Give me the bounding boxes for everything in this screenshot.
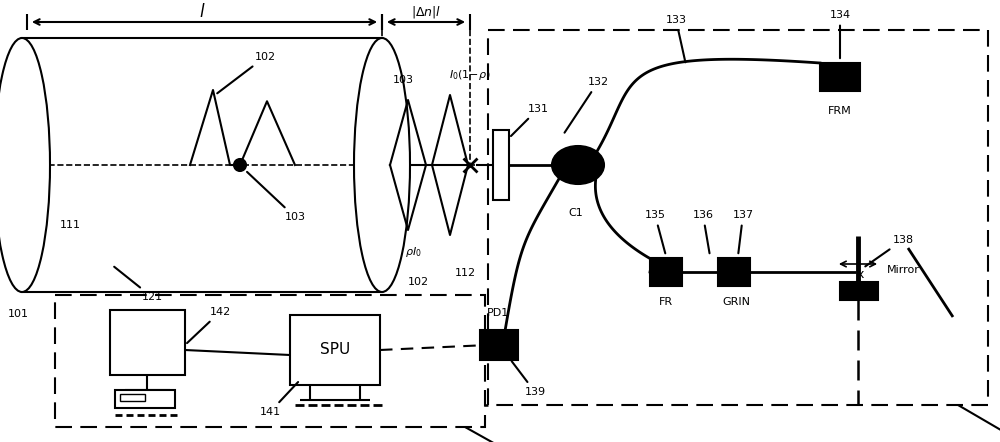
Circle shape [234,159,246,171]
Bar [650,258,682,286]
Text: $|\Delta n|l$: $|\Delta n|l$ [411,4,441,20]
Bar [718,258,750,286]
Text: FRM: FRM [828,106,852,116]
Text: 103: 103 [392,75,414,85]
Bar [820,63,860,91]
Text: $I_0(1{-}\rho)$: $I_0(1{-}\rho)$ [449,68,491,82]
Ellipse shape [552,146,604,184]
Text: Mirror: Mirror [887,265,919,275]
Text: 112: 112 [454,268,476,278]
Text: 133: 133 [666,15,686,62]
Text: 137: 137 [732,210,754,253]
Text: 101: 101 [8,309,28,319]
Text: GRIN: GRIN [722,297,750,307]
Text: 103: 103 [247,172,306,222]
Text: SPU: SPU [320,343,350,358]
Text: $l$: $l$ [199,3,205,21]
Text: $\rho I_0$: $\rho I_0$ [405,245,421,259]
Text: 142: 142 [187,307,231,343]
Bar [290,315,380,385]
Text: 141: 141 [259,382,298,417]
Bar [840,282,878,300]
Bar [55,295,485,427]
Text: 131: 131 [511,104,548,136]
Ellipse shape [0,38,50,292]
Bar [480,330,518,360]
Bar [110,310,185,375]
Circle shape [13,94,35,116]
Bar [493,130,509,200]
Text: 111: 111 [60,220,80,230]
Text: 102: 102 [407,277,429,287]
Text: FR: FR [659,297,673,307]
Bar [22,38,382,292]
Circle shape [13,154,35,176]
Text: PD1: PD1 [487,308,509,318]
Text: 139: 139 [512,361,546,397]
Text: 136: 136 [692,210,714,253]
Bar [120,394,145,401]
Circle shape [13,214,35,236]
Text: 138: 138 [865,235,914,267]
Text: 134: 134 [829,10,851,58]
Ellipse shape [354,38,410,292]
Text: 135: 135 [644,210,666,253]
Text: C1: C1 [569,208,583,218]
Text: 102: 102 [217,52,276,93]
Text: 132: 132 [565,77,609,133]
Text: 121: 121 [114,267,163,302]
Bar [488,30,988,405]
Text: x: x [856,267,864,281]
Bar [115,390,175,408]
